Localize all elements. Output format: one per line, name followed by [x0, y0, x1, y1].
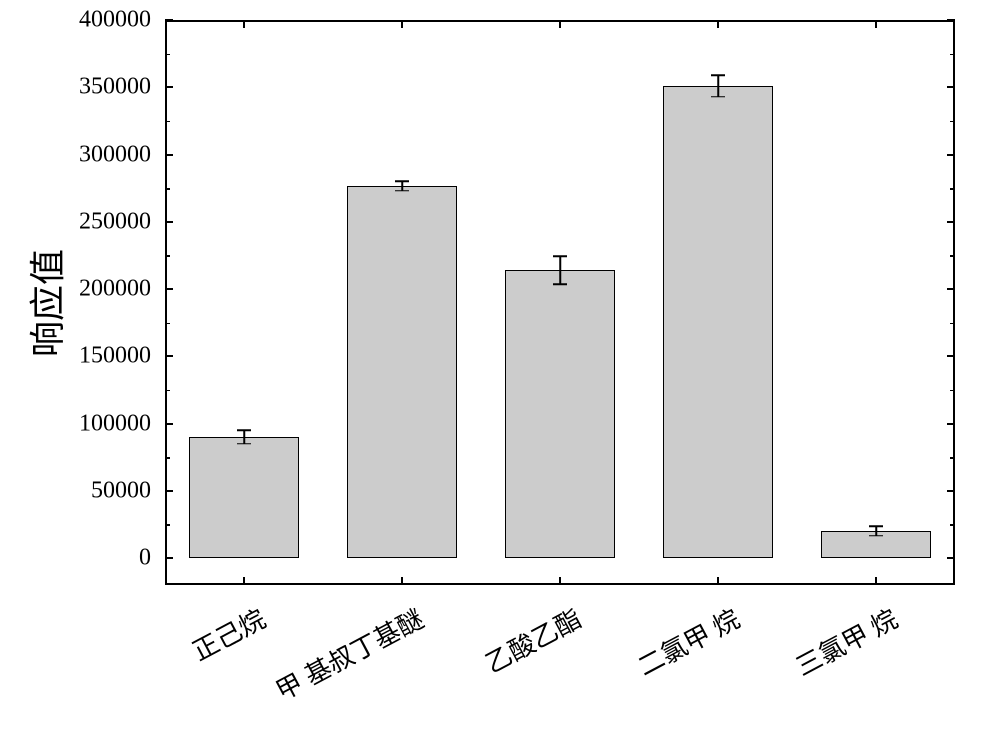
y-tick-label: 100000	[79, 410, 151, 437]
error-bar-cap	[711, 74, 725, 76]
chart-container: 响应值 0 50000 100000 150000 200000 250000 300000…	[0, 0, 996, 745]
y-tick-minor	[165, 54, 170, 56]
x-tick-mark	[717, 577, 719, 585]
error-bar-cap	[553, 284, 567, 286]
y-tick-minor	[165, 255, 170, 257]
y-tick-mark	[947, 19, 955, 21]
error-bar-cap	[553, 255, 567, 257]
y-tick-minor	[950, 323, 955, 325]
y-tick-mark	[947, 154, 955, 156]
bar	[663, 86, 774, 558]
y-tick-minor	[165, 188, 170, 190]
y-tick-label: 150000	[79, 343, 151, 370]
y-tick-mark	[165, 221, 173, 223]
y-tick-minor	[950, 390, 955, 392]
y-tick-minor	[950, 188, 955, 190]
y-tick-mark	[165, 288, 173, 290]
x-tick-mark	[875, 20, 877, 28]
error-bar	[559, 256, 561, 284]
y-tick-label: 0	[139, 545, 151, 572]
y-tick-mark	[947, 288, 955, 290]
y-tick-minor	[165, 323, 170, 325]
y-tick-label: 400000	[79, 7, 151, 34]
y-tick-mark	[947, 490, 955, 492]
bar	[505, 270, 616, 558]
y-tick-minor	[950, 524, 955, 526]
x-tick-mark	[401, 577, 403, 585]
y-tick-label: 350000	[79, 74, 151, 101]
y-tick-mark	[947, 423, 955, 425]
y-tick-label: 250000	[79, 208, 151, 235]
error-bar-cap	[237, 430, 251, 432]
error-bar-cap	[395, 190, 409, 192]
x-tick-mark	[401, 20, 403, 28]
x-tick-mark	[243, 577, 245, 585]
y-tick-mark	[947, 557, 955, 559]
y-tick-minor	[165, 121, 170, 123]
error-bar-cap	[237, 443, 251, 445]
y-tick-mark	[165, 423, 173, 425]
y-tick-mark	[165, 86, 173, 88]
y-tick-label: 50000	[91, 477, 151, 504]
y-tick-minor	[950, 54, 955, 56]
y-tick-mark	[947, 355, 955, 357]
y-tick-mark	[947, 221, 955, 223]
y-tick-minor	[165, 524, 170, 526]
bar	[347, 186, 458, 558]
x-tick-mark	[875, 577, 877, 585]
y-tick-mark	[165, 490, 173, 492]
bar	[189, 437, 300, 558]
error-bar-cap	[711, 96, 725, 98]
y-tick-minor	[165, 457, 170, 459]
y-tick-label: 300000	[79, 141, 151, 168]
y-tick-mark	[165, 19, 173, 21]
error-bar	[243, 430, 245, 443]
y-axis-title: 响应值	[19, 248, 71, 356]
y-tick-mark	[947, 86, 955, 88]
error-bar	[717, 75, 719, 97]
x-tick-mark	[559, 577, 561, 585]
y-tick-mark	[165, 355, 173, 357]
x-tick-mark	[243, 20, 245, 28]
x-tick-mark	[559, 20, 561, 28]
error-bar-cap	[395, 181, 409, 183]
x-tick-mark	[717, 20, 719, 28]
error-bar-cap	[869, 535, 883, 537]
y-tick-mark	[165, 154, 173, 156]
y-tick-label: 200000	[79, 276, 151, 303]
y-tick-minor	[950, 121, 955, 123]
y-tick-minor	[950, 255, 955, 257]
y-tick-minor	[950, 457, 955, 459]
y-tick-minor	[165, 390, 170, 392]
error-bar-cap	[869, 526, 883, 528]
y-tick-mark	[165, 557, 173, 559]
